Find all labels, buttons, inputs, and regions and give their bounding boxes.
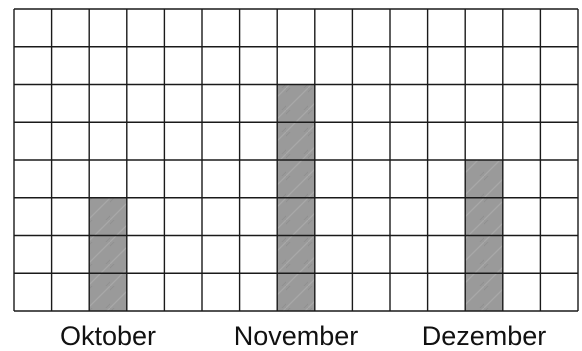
category-label-dezember: Dezember — [422, 321, 547, 351]
category-label-november: November — [234, 321, 359, 351]
grid-layer — [13, 8, 579, 312]
bar-oktober — [89, 197, 127, 311]
category-labels: Oktober November Dezember — [60, 321, 546, 351]
category-label-oktober: Oktober — [60, 321, 156, 351]
